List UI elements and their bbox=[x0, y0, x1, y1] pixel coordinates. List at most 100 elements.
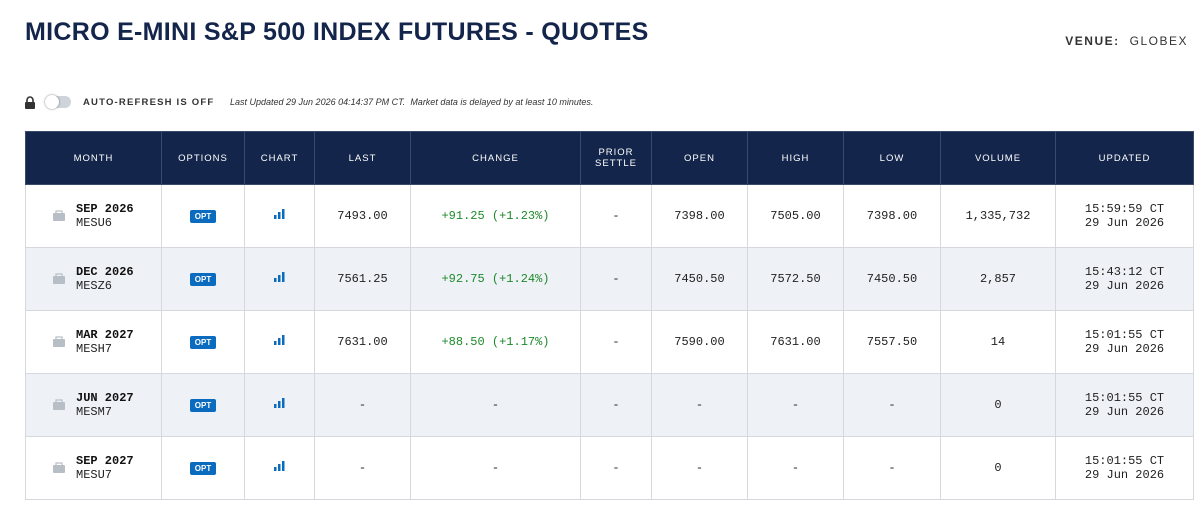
updated-time: 15:01:55 CT bbox=[1084, 391, 1165, 405]
delay-note: Market data is delayed by at least 10 mi… bbox=[410, 97, 594, 107]
quote-row: JUN 2027 MESM7 OPT - - - - - -0 15:01:55 CT 29 Jun… bbox=[25, 373, 1194, 437]
month-name: MAR 2027 bbox=[76, 328, 134, 342]
contract-icon bbox=[53, 336, 65, 347]
open-cell: 7590.00 bbox=[651, 310, 748, 374]
month-cell: SEP 2026 MESU6 bbox=[25, 184, 162, 248]
volume-cell: 1,335,732 bbox=[940, 184, 1056, 248]
low-cell: 7557.50 bbox=[843, 310, 941, 374]
last-cell: 7631.00 bbox=[314, 310, 411, 374]
chart-icon[interactable] bbox=[274, 272, 285, 282]
column-header: OPTIONS bbox=[161, 131, 245, 185]
column-header: HIGH bbox=[747, 131, 844, 185]
high-cell: 7631.00 bbox=[747, 310, 844, 374]
quotes-table: MONTH OPTIONS CHART LAST CHANGE PRIOR SETTLE O… bbox=[25, 131, 1194, 500]
page-title: MICRO E-MINI S&P 500 INDEX FUTURES - QUO… bbox=[25, 18, 649, 46]
month-text: JUN 2027 MESM7 bbox=[76, 391, 134, 419]
options-badge[interactable]: OPT bbox=[189, 210, 217, 223]
updated-cell: 15:01:55 CT 29 Jun 2026 bbox=[1055, 310, 1194, 374]
quote-row: MAR 2027 MESH7 OPT 7631.00 +88.50 (+1.17%) -7… bbox=[25, 310, 1194, 374]
month-name: SEP 2027 bbox=[76, 454, 134, 468]
last-updated-text: Last Updated 29 Jun 2026 04:14:37 PM CT. bbox=[230, 97, 406, 107]
month-cell: MAR 2027 MESH7 bbox=[25, 310, 162, 374]
updated-cell: 15:43:12 CT 29 Jun 2026 bbox=[1055, 247, 1194, 311]
last-updated: Last Updated 29 Jun 2026 04:14:37 PM CT.… bbox=[230, 97, 593, 107]
quote-row: SEP 2027 MESU7 OPT - - - - - -0 15:01:55 CT 29 Jun… bbox=[25, 436, 1194, 500]
last-cell: 7561.25 bbox=[314, 247, 411, 311]
auto-refresh-toggle[interactable] bbox=[45, 95, 71, 109]
high-cell: 7505.00 bbox=[747, 184, 844, 248]
chart-icon[interactable] bbox=[274, 335, 285, 345]
updated-date: 29 Jun 2026 bbox=[1084, 279, 1165, 293]
volume-cell: 14 bbox=[940, 310, 1056, 374]
low-cell: - bbox=[843, 373, 941, 437]
contract-icon bbox=[53, 273, 65, 284]
header-row: MONTH OPTIONS CHART LAST CHANGE PRIOR SETTLE O… bbox=[25, 131, 1194, 185]
month-text: SEP 2027 MESU7 bbox=[76, 454, 134, 482]
low-cell: 7450.50 bbox=[843, 247, 941, 311]
chart-cell bbox=[244, 436, 315, 500]
last-cell: 7493.00 bbox=[314, 184, 411, 248]
updated-date: 29 Jun 2026 bbox=[1084, 216, 1165, 230]
venue-label: VENUE: bbox=[1065, 34, 1120, 48]
low-cell: 7398.00 bbox=[843, 184, 941, 248]
updated-date: 29 Jun 2026 bbox=[1084, 342, 1165, 356]
high-cell: 7572.50 bbox=[747, 247, 844, 311]
updated-cell: 15:59:59 CT 29 Jun 2026 bbox=[1055, 184, 1194, 248]
month-name: DEC 2026 bbox=[76, 265, 134, 279]
contract-code: MESM7 bbox=[76, 405, 113, 419]
month-cell: JUN 2027 MESM7 bbox=[25, 373, 162, 437]
open-cell: 7398.00 bbox=[651, 184, 748, 248]
options-badge[interactable]: OPT bbox=[189, 336, 217, 349]
contract-icon bbox=[53, 210, 65, 221]
options-cell: OPT bbox=[161, 247, 245, 311]
options-badge[interactable]: OPT bbox=[189, 399, 217, 412]
change-cell: - bbox=[410, 373, 581, 437]
volume-cell: 2,857 bbox=[940, 247, 1056, 311]
chart-icon[interactable] bbox=[274, 398, 285, 408]
options-cell: OPT bbox=[161, 373, 245, 437]
options-badge[interactable]: OPT bbox=[189, 273, 217, 286]
change-cell: - bbox=[410, 436, 581, 500]
open-cell: 7450.50 bbox=[651, 247, 748, 311]
change-cell: +92.75 (+1.24%) bbox=[410, 247, 581, 311]
options-cell: OPT bbox=[161, 184, 245, 248]
chart-icon[interactable] bbox=[274, 209, 285, 219]
column-header: CHANGE bbox=[410, 131, 581, 185]
updated-cell: 15:01:55 CT 29 Jun 2026 bbox=[1055, 436, 1194, 500]
column-header: OPEN bbox=[651, 131, 748, 185]
updated-date: 29 Jun 2026 bbox=[1084, 405, 1165, 419]
options-badge[interactable]: OPT bbox=[189, 462, 217, 475]
prior-settle-cell: - bbox=[580, 247, 652, 311]
month-wrap: MAR 2027 MESH7 bbox=[52, 328, 161, 356]
updated-time: 15:43:12 CT bbox=[1084, 265, 1165, 279]
prior-settle-cell: - bbox=[580, 310, 652, 374]
volume-cell: 0 bbox=[940, 436, 1056, 500]
month-wrap: DEC 2026 MESZ6 bbox=[52, 265, 161, 293]
updated-cell: 15:01:55 CT 29 Jun 2026 bbox=[1055, 373, 1194, 437]
last-cell: - bbox=[314, 436, 411, 500]
contract-code: MESZ6 bbox=[76, 279, 113, 293]
chart-cell bbox=[244, 310, 315, 374]
chart-icon[interactable] bbox=[274, 461, 285, 471]
month-wrap: SEP 2027 MESU7 bbox=[52, 454, 161, 482]
month-name: JUN 2027 bbox=[76, 391, 134, 405]
column-header: CHART bbox=[244, 131, 315, 185]
change-cell: +88.50 (+1.17%) bbox=[410, 310, 581, 374]
options-cell: OPT bbox=[161, 436, 245, 500]
contract-code: MESH7 bbox=[76, 342, 113, 356]
contract-icon bbox=[53, 462, 65, 473]
high-cell: - bbox=[747, 373, 844, 437]
chart-cell bbox=[244, 184, 315, 248]
month-text: DEC 2026 MESZ6 bbox=[76, 265, 134, 293]
quote-row: SEP 2026 MESU6 OPT 7493.00 +91.25 (+1.23%) -7… bbox=[25, 184, 1194, 248]
contract-code: MESU6 bbox=[76, 216, 113, 230]
contract-icon bbox=[53, 399, 65, 410]
column-header: LAST bbox=[314, 131, 411, 185]
options-cell: OPT bbox=[161, 310, 245, 374]
updated-time: 15:01:55 CT bbox=[1084, 328, 1165, 342]
table-body: SEP 2026 MESU6 OPT 7493.00 +91.25 (+1.23%) -7… bbox=[25, 184, 1194, 500]
month-cell: DEC 2026 MESZ6 bbox=[25, 247, 162, 311]
auto-refresh-label: AUTO-REFRESH IS OFF bbox=[83, 97, 215, 108]
month-wrap: SEP 2026 MESU6 bbox=[52, 202, 161, 230]
